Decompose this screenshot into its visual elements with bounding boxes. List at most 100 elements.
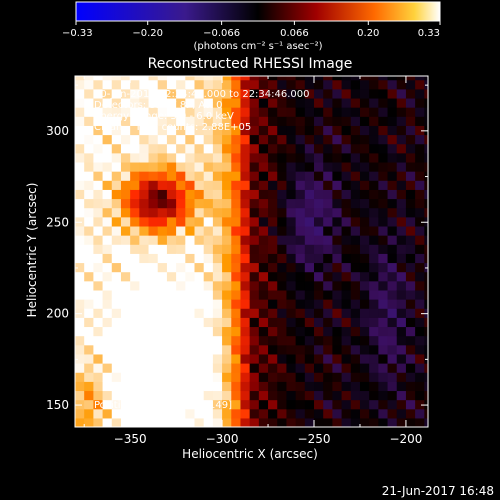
heatmap-cell: [111, 363, 122, 373]
heatmap-cell: [378, 326, 389, 337]
heatmap-cell: [139, 216, 150, 227]
heatmap-cell: [102, 161, 113, 172]
heatmap-cell: [120, 79, 131, 90]
heatmap-cell: [194, 399, 205, 410]
heatmap-cell: [369, 216, 379, 227]
heatmap-cell: [314, 271, 324, 282]
heatmap-cell: [84, 244, 94, 254]
heatmap-cell: [359, 363, 370, 373]
heatmap-cell: [194, 289, 205, 300]
heatmap-cell: [148, 143, 159, 154]
heatmap-cell: [84, 381, 94, 392]
heatmap-cell: [415, 225, 425, 236]
heatmap-cell: [102, 97, 113, 108]
heatmap-cell: [258, 143, 269, 154]
heatmap-cell: [314, 198, 324, 209]
heatmap-cell: [295, 317, 306, 328]
heatmap-cell: [268, 308, 278, 318]
heatmap-cell: [314, 125, 324, 136]
heatmap-cell: [157, 116, 168, 126]
heatmap-cell: [166, 134, 177, 145]
heatmap-cell: [295, 171, 306, 181]
heatmap-cell: [84, 335, 94, 346]
heatmap-cell: [166, 207, 177, 218]
heatmap-cell: [332, 372, 343, 382]
heatmap-cell: [405, 253, 416, 264]
heatmap-cell: [359, 189, 370, 200]
heatmap-cell: [185, 207, 196, 218]
heatmap-cell: [424, 216, 428, 227]
heatmap-cell: [111, 353, 122, 364]
heatmap-cell: [258, 97, 269, 108]
heatmap-cell: [111, 326, 122, 337]
heatmap-cell: [231, 207, 242, 218]
heatmap-cell: [120, 399, 131, 410]
heatmap-cell: [148, 97, 159, 108]
heatmap-cell: [176, 161, 186, 172]
heatmap-cell: [304, 189, 315, 200]
heatmap-cell: [231, 125, 242, 136]
heatmap-cell: [369, 198, 379, 209]
heatmap-cell: [424, 289, 428, 300]
heatmap-cell: [157, 125, 168, 136]
heatmap-cell: [424, 253, 428, 264]
heatmap-cell: [148, 171, 159, 181]
heatmap-cell: [286, 216, 297, 227]
heatmap-cell: [203, 253, 214, 264]
heatmap-cell: [166, 143, 177, 154]
heatmap-cell: [222, 88, 232, 99]
heatmap-cell: [148, 161, 159, 172]
heatmap-cell: [203, 180, 214, 190]
heatmap-cell: [378, 363, 389, 373]
heatmap-cell: [139, 171, 150, 181]
heatmap-cell: [240, 76, 251, 81]
heatmap-cell: [415, 317, 425, 328]
heatmap-cell: [295, 235, 306, 245]
heatmap-cell: [341, 235, 352, 245]
heatmap-cell: [240, 408, 251, 419]
heatmap-cell: [130, 76, 140, 81]
heatmap-cell: [314, 289, 324, 300]
heatmap-cell: [148, 152, 159, 163]
heatmap-cell: [332, 76, 343, 81]
heatmap-cell: [222, 317, 232, 328]
heatmap-cell: [157, 225, 168, 236]
heatmap-cell: [378, 253, 389, 264]
heatmap-cell: [102, 225, 113, 236]
heatmap-cell: [222, 107, 232, 117]
heatmap-cell: [369, 408, 379, 419]
heatmap-cell: [424, 390, 428, 401]
heatmap-cell: [378, 107, 389, 117]
heatmap-cell: [176, 308, 186, 318]
heatmap-cell: [130, 353, 140, 364]
heatmap-cell: [415, 335, 425, 346]
heatmap-cell: [378, 171, 389, 181]
heatmap-cell: [231, 134, 242, 145]
heatmap-cell: [148, 198, 159, 209]
heatmap-cell: [176, 335, 186, 346]
heatmap-cell: [84, 216, 94, 227]
heatmap-cell: [359, 417, 370, 427]
heatmap-cell: [84, 125, 94, 136]
heatmap-cell: [350, 372, 361, 382]
heatmap-cell: [157, 280, 168, 291]
heatmap-cell: [314, 180, 324, 190]
heatmap-cell: [111, 97, 122, 108]
heatmap-cell: [166, 271, 177, 282]
heatmap-cell: [396, 289, 407, 300]
heatmap-cell: [314, 363, 324, 373]
heatmap-cell: [130, 79, 140, 90]
heatmap-cell: [415, 180, 425, 190]
heatmap-cell: [166, 225, 177, 236]
heatmap-cell: [75, 326, 85, 337]
heatmap-cell: [130, 390, 140, 401]
heatmap-cell: [323, 353, 333, 364]
heatmap-cell: [139, 372, 150, 382]
heatmap-cell: [240, 180, 251, 190]
heatmap-cell: [111, 143, 122, 154]
heatmap-cell: [231, 244, 242, 254]
heatmap-cell: [396, 180, 407, 190]
heatmap-cell: [277, 171, 288, 181]
heatmap-cell: [157, 390, 168, 401]
heatmap-cell: [111, 225, 122, 236]
